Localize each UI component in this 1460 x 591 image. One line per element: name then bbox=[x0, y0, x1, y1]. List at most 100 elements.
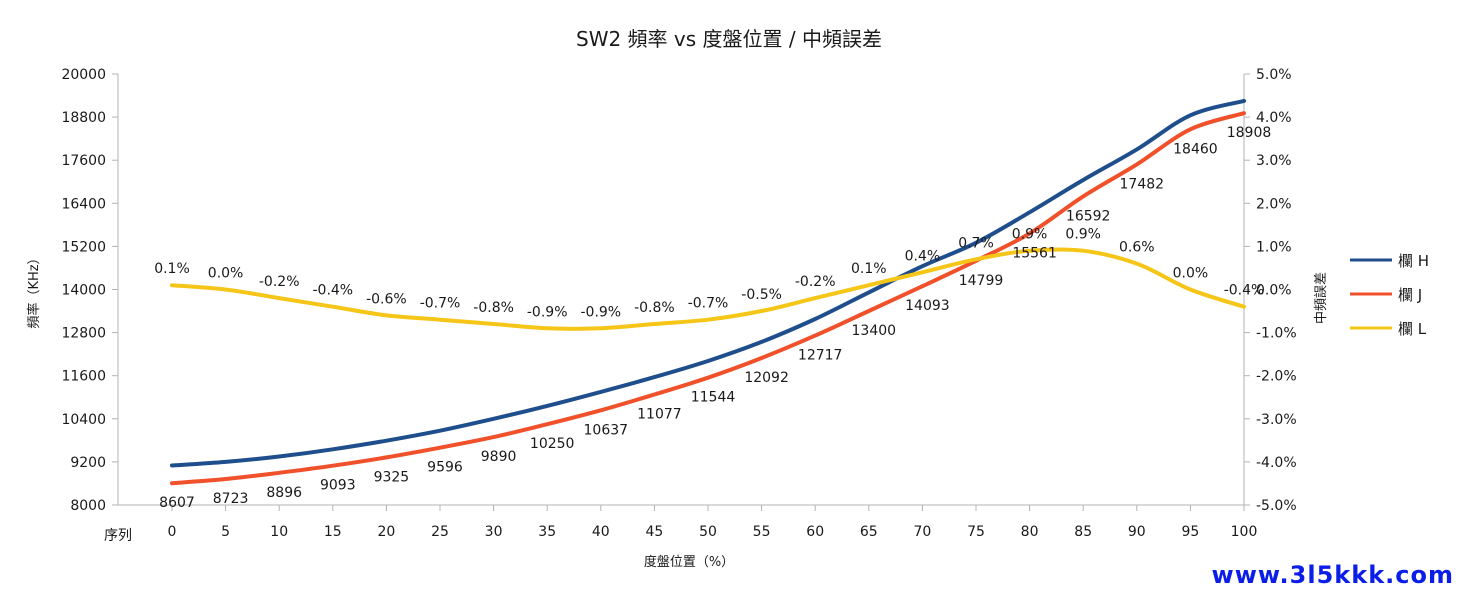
data-label-j: 9093 bbox=[320, 478, 356, 494]
data-label-l: -0.8% bbox=[473, 300, 514, 316]
y-tick-label: 14000 bbox=[61, 283, 106, 299]
y-tick-label: 15200 bbox=[61, 239, 106, 255]
data-label-l: -0.2% bbox=[259, 274, 300, 290]
y-tick-label: 20000 bbox=[61, 67, 106, 83]
x-tick-label: 70 bbox=[913, 524, 931, 540]
data-label-l: -0.9% bbox=[527, 304, 568, 320]
y-tick-label: 8000 bbox=[70, 498, 106, 514]
data-label-l: -0.4% bbox=[1224, 283, 1265, 299]
y2-tick-label: -3.0% bbox=[1256, 412, 1297, 428]
legend-label-h: 欄 H bbox=[1398, 252, 1429, 270]
x-tick-label: 90 bbox=[1128, 524, 1146, 540]
y2-tick-label: -4.0% bbox=[1256, 455, 1297, 471]
y2-tick-label: -2.0% bbox=[1256, 369, 1297, 385]
x-tick-label: 45 bbox=[645, 524, 663, 540]
x-tick-label: 10 bbox=[270, 524, 288, 540]
data-label-j: 16592 bbox=[1066, 208, 1111, 224]
data-label-l: -0.8% bbox=[634, 300, 675, 316]
x-tick-label: 40 bbox=[592, 524, 610, 540]
data-label-j: 9596 bbox=[427, 460, 463, 476]
x-axis-title: 度盤位置（%） bbox=[644, 554, 734, 570]
x-tick-label: 95 bbox=[1181, 524, 1199, 540]
data-labels: 8607 8723 8896 9093 9325 9596 9890 10250 10637 11… bbox=[154, 125, 1271, 511]
x-tick-label: 65 bbox=[860, 524, 878, 540]
data-label-l: 0.7% bbox=[958, 235, 994, 251]
data-label-j: 18460 bbox=[1173, 141, 1218, 157]
y2-tick-label: -1.0% bbox=[1256, 326, 1297, 342]
y-tick-label: 17600 bbox=[61, 153, 106, 169]
data-label-j: 10637 bbox=[584, 422, 629, 438]
y2-tick-label: 0.0% bbox=[1256, 283, 1292, 299]
x-tick-label: 55 bbox=[753, 524, 771, 540]
x-tick-label: 85 bbox=[1074, 524, 1092, 540]
y-tick-label: 10400 bbox=[61, 412, 106, 428]
chart-title: SW2 頻率 vs 度盤位置 / 中頻誤差 bbox=[576, 27, 882, 51]
x-tick-label: 35 bbox=[538, 524, 556, 540]
legend-item-j: 欄 J bbox=[1350, 286, 1422, 304]
data-label-j: 13400 bbox=[852, 323, 897, 339]
x-tick-label: 60 bbox=[806, 524, 824, 540]
x-tick-label: 20 bbox=[377, 524, 395, 540]
data-label-l: -0.2% bbox=[795, 274, 836, 290]
y2-tick-label: 1.0% bbox=[1256, 239, 1292, 255]
data-label-j: 11544 bbox=[691, 390, 736, 406]
data-label-l: 0.4% bbox=[905, 248, 941, 264]
data-label-l: -0.4% bbox=[312, 283, 353, 299]
legend-item-h: 欄 H bbox=[1350, 252, 1429, 270]
x-tick-label: 5 bbox=[221, 524, 230, 540]
data-label-l: -0.5% bbox=[741, 287, 782, 303]
data-label-l: -0.7% bbox=[420, 296, 461, 312]
watermark-text: www.3l5kkk.com bbox=[1211, 561, 1454, 589]
legend-label-j: 欄 J bbox=[1398, 286, 1422, 304]
data-label-l: 0.0% bbox=[208, 266, 244, 282]
y2-tick-label: 2.0% bbox=[1256, 196, 1292, 212]
y-tick-label: 11600 bbox=[61, 369, 106, 385]
data-label-l: 0.1% bbox=[154, 261, 190, 277]
data-label-j: 9890 bbox=[481, 449, 517, 465]
y2-tick-label: -5.0% bbox=[1256, 498, 1297, 514]
legend-label-l: 欄 L bbox=[1398, 320, 1427, 338]
legend: 欄 H 欄 J 欄 L bbox=[1350, 252, 1429, 338]
x-tick-label: 75 bbox=[967, 524, 985, 540]
y2-axis-title: 中頻誤差 bbox=[1313, 272, 1329, 324]
data-label-j: 18908 bbox=[1227, 125, 1272, 141]
series-line-j bbox=[170, 111, 1246, 486]
series-lines bbox=[170, 98, 1246, 486]
x-tick-label: 50 bbox=[699, 524, 717, 540]
x-tick-label: 0 bbox=[168, 524, 177, 540]
data-label-j: 8723 bbox=[213, 491, 249, 507]
data-label-j: 14093 bbox=[905, 298, 950, 314]
y2-axis-ticks: 5.0% 4.0% 3.0% 2.0% 1.0% 0.0% -1.0% -2.0% -3.0% -… bbox=[1244, 67, 1297, 514]
series-line-l bbox=[170, 247, 1246, 331]
y-axis-ticks: 8000 9200 10400 11600 12800 14000 15200 16400 17… bbox=[61, 67, 118, 514]
y-tick-label: 18800 bbox=[61, 110, 106, 126]
data-label-j: 12717 bbox=[798, 348, 843, 364]
category-label: 序列 bbox=[104, 528, 132, 544]
data-label-l: -0.7% bbox=[688, 296, 729, 312]
data-label-j: 15561 bbox=[1012, 245, 1057, 261]
y2-tick-label: 4.0% bbox=[1256, 110, 1292, 126]
data-label-j: 10250 bbox=[530, 436, 575, 452]
data-label-l: 0.1% bbox=[851, 261, 887, 277]
data-label-l: 0.0% bbox=[1173, 266, 1209, 282]
x-tick-label: 100 bbox=[1231, 524, 1258, 540]
data-label-l: -0.9% bbox=[580, 304, 621, 320]
data-label-j: 14799 bbox=[959, 273, 1004, 289]
series-line-h bbox=[170, 98, 1246, 468]
y-tick-label: 12800 bbox=[61, 326, 106, 342]
x-axis-ticks: 0 5 10 15 20 25 30 35 40 45 50 55 60 65 70 75 80 85 90 95 10… bbox=[168, 505, 1258, 540]
data-label-j: 8607 bbox=[159, 495, 195, 511]
data-label-j: 12092 bbox=[744, 370, 789, 386]
y2-tick-label: 5.0% bbox=[1256, 67, 1292, 83]
data-label-j: 17482 bbox=[1120, 176, 1165, 192]
data-label-l: 0.6% bbox=[1119, 240, 1155, 256]
x-tick-label: 80 bbox=[1021, 524, 1039, 540]
y-axis-title: 頻率（KHz） bbox=[26, 251, 42, 328]
data-label-j: 9325 bbox=[374, 469, 410, 485]
x-tick-label: 30 bbox=[485, 524, 503, 540]
x-tick-label: 25 bbox=[431, 524, 449, 540]
data-label-l: 0.9% bbox=[1012, 227, 1048, 243]
data-label-j: 11077 bbox=[637, 406, 682, 422]
y2-tick-label: 3.0% bbox=[1256, 153, 1292, 169]
